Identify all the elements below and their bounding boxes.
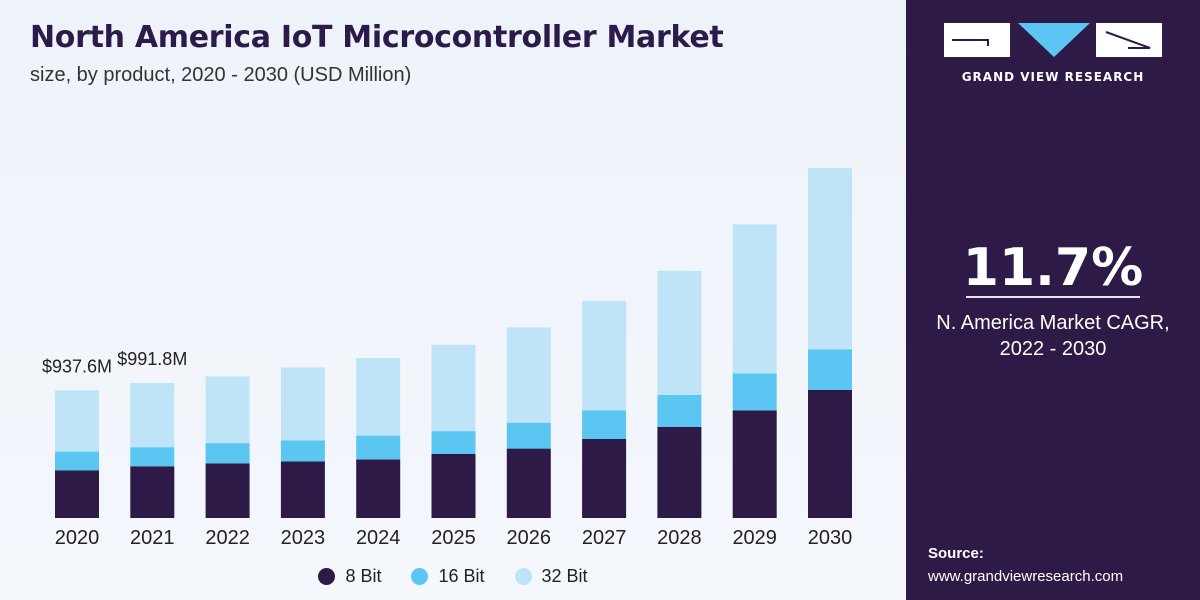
legend-swatch-8-bit xyxy=(318,568,336,585)
bar-segment-8-bit-2023 xyxy=(280,461,325,518)
bar-segment-16-bit-2030 xyxy=(808,349,852,390)
x-tick-label-2025: 2025 xyxy=(431,527,476,549)
bar-segment-32-bit-2028 xyxy=(657,270,702,395)
x-tick-label-2028: 2028 xyxy=(657,527,702,549)
legend-swatch-32-bit xyxy=(514,568,532,585)
chart-legend: 8 Bit 16 Bit 32 Bit xyxy=(0,566,906,587)
bar-segment-32-bit-2024 xyxy=(356,358,401,436)
legend-label-16-bit: 16 Bit xyxy=(438,566,485,586)
chart-title: North America IoT Microcontroller Market xyxy=(30,20,724,55)
bar-segment-16-bit-2029 xyxy=(732,373,777,411)
x-tick-label-2021: 2021 xyxy=(130,527,175,549)
legend-item-8-bit: 8 Bit xyxy=(318,566,381,587)
bar-segment-32-bit-2020 xyxy=(55,390,99,452)
bar-chart: 2020 2021 2022 2023 2024 2025 2026 2027 2028 2029… xyxy=(42,168,853,549)
info-sidebar: GRAND VIEW RESEARCH 11.7% N. America Mar… xyxy=(906,0,1200,600)
data-label-2021: $991.8M xyxy=(117,349,187,369)
x-tick-label-2027: 2027 xyxy=(582,527,627,549)
gvr-logo-icon xyxy=(944,23,1162,57)
bar-segment-16-bit-2021 xyxy=(130,447,175,467)
legend-label-8-bit: 8 Bit xyxy=(345,566,382,586)
bar-segment-32-bit-2023 xyxy=(280,367,325,441)
legend-swatch-16-bit xyxy=(411,568,429,585)
cagr-divider xyxy=(966,296,1140,298)
bar-segment-8-bit-2027 xyxy=(582,439,627,518)
bar-segment-32-bit-2026 xyxy=(506,327,551,423)
bar-segment-32-bit-2022 xyxy=(205,376,250,444)
x-tick-label-2029: 2029 xyxy=(732,527,777,549)
bar-segment-16-bit-2028 xyxy=(657,394,702,427)
bar-segment-8-bit-2028 xyxy=(657,426,702,518)
legend-label-32-bit: 32 Bit xyxy=(541,566,588,586)
bar-segment-8-bit-2022 xyxy=(205,463,250,518)
cagr-label-line1: N. America Market CAGR, xyxy=(936,312,1170,334)
bar-segment-16-bit-2027 xyxy=(582,410,627,439)
bar-segment-8-bit-2029 xyxy=(732,410,777,518)
brand-logo: GRAND VIEW RESEARCH xyxy=(944,20,1162,90)
x-tick-label-2030: 2030 xyxy=(808,527,853,549)
bar-segment-8-bit-2020 xyxy=(55,470,99,518)
x-tick-label-2023: 2023 xyxy=(281,527,326,549)
bar-segment-32-bit-2027 xyxy=(582,300,627,411)
bar-segment-16-bit-2023 xyxy=(280,440,325,462)
source-label: Source: xyxy=(928,545,984,562)
bar-segment-32-bit-2029 xyxy=(732,224,777,374)
bar-segment-16-bit-2020 xyxy=(55,451,99,471)
cagr-label-line2: 2022 - 2030 xyxy=(999,338,1107,360)
cagr-value: 11.7% xyxy=(962,238,1144,298)
bar-segment-8-bit-2026 xyxy=(506,448,551,518)
x-tick-label-2026: 2026 xyxy=(507,527,552,549)
data-label-2020: $937.6M xyxy=(42,356,112,376)
bar-segment-8-bit-2030 xyxy=(808,390,852,518)
x-tick-label-2020: 2020 xyxy=(55,527,100,549)
bar-segment-32-bit-2021 xyxy=(130,383,175,448)
bar-segment-8-bit-2025 xyxy=(431,454,476,518)
bar-segment-32-bit-2025 xyxy=(431,344,476,432)
bar-segment-16-bit-2022 xyxy=(205,443,250,464)
bar-segment-32-bit-2030 xyxy=(808,168,852,350)
bar-segment-8-bit-2024 xyxy=(356,459,401,518)
x-tick-label-2022: 2022 xyxy=(205,527,250,549)
bar-segment-8-bit-2021 xyxy=(130,466,175,518)
x-tick-label-2024: 2024 xyxy=(356,527,401,549)
legend-item-16-bit: 16 Bit xyxy=(411,566,485,587)
bar-segment-16-bit-2026 xyxy=(506,422,551,449)
cagr-label: N. America Market CAGR, 2022 - 2030 xyxy=(906,310,1200,362)
chart-panel: North America IoT Microcontroller Market… xyxy=(0,0,906,600)
bar-segment-16-bit-2024 xyxy=(356,435,401,460)
bar-segment-16-bit-2025 xyxy=(431,431,476,454)
source-link[interactable]: www.grandviewresearch.com xyxy=(928,568,1124,585)
brand-name: GRAND VIEW RESEARCH xyxy=(961,70,1145,84)
legend-item-32-bit: 32 Bit xyxy=(514,566,588,587)
chart-subtitle: size, by product, 2020 - 2030 (USD Milli… xyxy=(30,64,412,86)
